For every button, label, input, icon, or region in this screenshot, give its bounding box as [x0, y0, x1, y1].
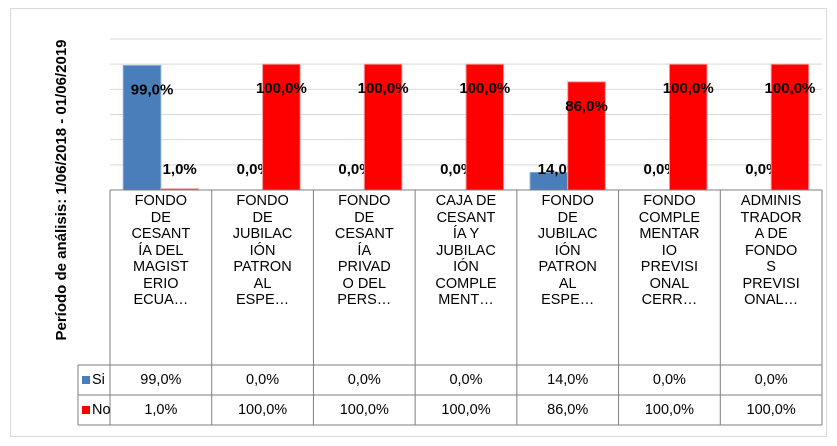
category-label: FONDO COMPLE MENTAR IO PREVISI ONAL CERR…	[638, 193, 701, 308]
category-label: FONDO DE CESANT ÍA PRIVAD O DEL PERS…	[334, 193, 394, 308]
category-cell: FONDO DE CESANT ÍA DEL MAGIST ERIO ECUA…	[131, 193, 191, 308]
bar	[668, 63, 708, 191]
table-value: 100,0%	[747, 402, 796, 418]
legend-swatch	[82, 376, 90, 384]
bar	[567, 81, 606, 191]
category-cell: FONDO COMPLE MENTAR IO PREVISI ONAL CERR…	[638, 193, 701, 308]
category-label: FONDO DE CESANT ÍA DEL MAGIST ERIO ECUA…	[131, 193, 191, 308]
table-value: 0,0%	[653, 372, 686, 388]
category-cell: FONDO DE JUBILAC IÓN PATRON AL ESPE…	[537, 193, 598, 308]
category-label: FONDO DE JUBILAC IÓN PATRON AL ESPE…	[232, 193, 293, 308]
y-axis-label: Período de análisis: 1/06/2018 - 01/06/2…	[53, 39, 70, 340]
category-cell: FONDO DE JUBILAC IÓN PATRON AL ESPE…	[232, 193, 293, 308]
data-label: 1,0%	[163, 161, 197, 178]
data-label: 100,0%	[459, 80, 510, 97]
table-value: 86,0%	[547, 402, 588, 418]
table-value: 0,0%	[755, 372, 788, 388]
bar	[465, 63, 505, 191]
table-value: 1,0%	[144, 402, 177, 418]
category-cell: CAJA DE CESANT ÍA Y JUBILAC IÓN COMPLE M…	[435, 193, 497, 308]
table-value: 100,0%	[340, 402, 389, 418]
table-value: 99,0%	[140, 372, 181, 388]
table-value: 100,0%	[441, 402, 490, 418]
table-value: 0,0%	[348, 372, 381, 388]
legend-label: No	[92, 402, 111, 418]
data-label: 100,0%	[358, 80, 409, 97]
data-label: 99,0%	[131, 81, 174, 98]
legend-label: Si	[92, 372, 105, 388]
data-label: 100,0%	[256, 80, 307, 97]
category-cell: FONDO DE CESANT ÍA PRIVAD O DEL PERS…	[334, 193, 394, 308]
category-cell: ADMINIS TRADOR A DE FONDO S PREVISI ONAL…	[740, 193, 802, 308]
table-value: 100,0%	[238, 402, 287, 418]
table-value: 14,0%	[547, 372, 588, 388]
data-label: 100,0%	[663, 80, 714, 97]
table-value: 100,0%	[645, 402, 694, 418]
category-label: CAJA DE CESANT ÍA Y JUBILAC IÓN COMPLE M…	[435, 193, 497, 308]
bar	[122, 64, 162, 191]
table-value: 0,0%	[246, 372, 279, 388]
category-label: FONDO DE JUBILAC IÓN PATRON AL ESPE…	[537, 193, 598, 308]
data-label: 86,0%	[565, 98, 608, 115]
bar	[262, 63, 301, 191]
table-value: 0,0%	[449, 372, 482, 388]
legend-swatch	[82, 406, 90, 414]
data-label: 100,0%	[765, 80, 816, 97]
category-label: ADMINIS TRADOR A DE FONDO S PREVISI ONAL…	[740, 193, 802, 308]
